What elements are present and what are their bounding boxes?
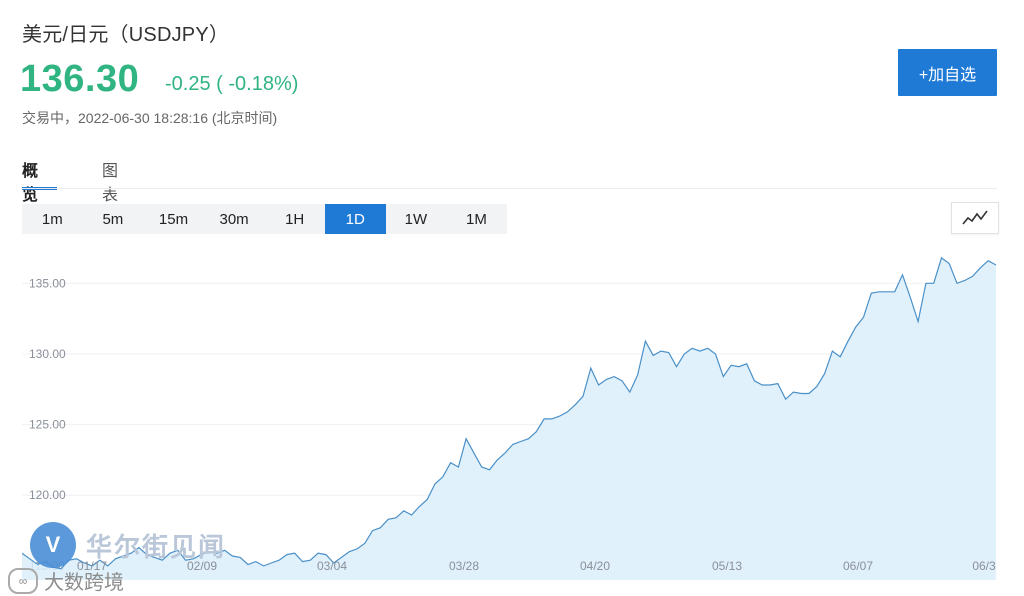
range-5m[interactable]: 5m [102, 210, 124, 228]
price-change: -0.25 ( -0.18%) [165, 73, 299, 95]
y-tick-label: 120.00 [29, 488, 66, 502]
range-1w[interactable]: 1W [404, 210, 428, 228]
y-tick-label: 125.00 [29, 418, 66, 432]
x-tick-label: 06/07 [843, 559, 873, 573]
y-tick-label: 135.00 [29, 276, 66, 290]
time-range-selector: 1m 5m 15m 30m 1H 1D 1W 1M [22, 204, 507, 234]
range-1m[interactable]: 1m [41, 210, 63, 228]
watermark-primary-text: 华尔街见闻 [86, 532, 227, 563]
x-tick-label: 03/04 [317, 559, 347, 573]
range-15m[interactable]: 15m [158, 210, 189, 228]
line-chart-icon [962, 210, 988, 225]
trading-status: 交易中，2022-06-30 18:28:16 (北京时间) [22, 110, 278, 126]
chart-type-button[interactable] [951, 202, 999, 234]
watermark-secondary: ∞ 大数跨境 [8, 566, 124, 595]
current-price: 136.30 [20, 58, 140, 100]
page-title: 美元/日元（USDJPY） [22, 24, 230, 46]
range-1h[interactable]: 1H [285, 210, 305, 228]
range-1d[interactable]: 1D [324, 204, 386, 234]
watermark-primary: V 华尔街见闻 [30, 522, 226, 568]
x-tick-label: 05/13 [712, 559, 742, 573]
x-tick-label: 04/20 [580, 559, 610, 573]
wallstreetcn-logo-icon: V [30, 522, 76, 568]
price-line [22, 256, 997, 570]
x-tick-label: 06/3 [972, 559, 996, 573]
range-1mo[interactable]: 1M [466, 210, 487, 228]
x-tick-label: 02/09 [187, 559, 217, 573]
y-tick-label: 130.00 [29, 347, 66, 361]
x-tick-label: 03/28 [449, 559, 479, 573]
price-area [22, 257, 996, 580]
tab-divider [22, 188, 997, 189]
add-watchlist-button[interactable]: +加自选 [898, 49, 997, 96]
tab-overview[interactable]: 概览 [22, 163, 39, 204]
loop-icon: ∞ [8, 567, 38, 594]
watermark-secondary-text: 大数跨境 [44, 572, 124, 594]
price-chart[interactable]: 135.00130.00125.00120.00115.0001/1702/09… [22, 248, 998, 582]
range-30m[interactable]: 30m [219, 210, 249, 228]
x-tick-label: 01/17 [77, 559, 107, 573]
tab-chart[interactable]: 图表 [102, 163, 119, 204]
